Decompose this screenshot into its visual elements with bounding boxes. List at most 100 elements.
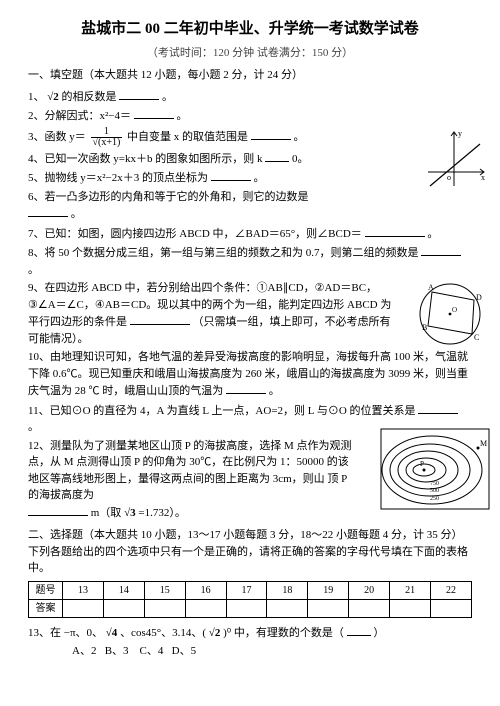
q13-root1: √4 bbox=[106, 627, 118, 639]
q11-end: 。 bbox=[28, 421, 39, 433]
q13-options: A、2 B、3 C、4 D、5 bbox=[28, 643, 472, 660]
q1-text: 的相反数是 bbox=[62, 91, 117, 103]
exam-title: 盐城市二 00 二年初中毕业、升学统一考试数学试卷 bbox=[28, 18, 472, 41]
q11-text: 11、已知⊙O 的直径为 4，A 为直线 L 上一点，AO=2，则 L 与⊙O … bbox=[28, 405, 416, 417]
q1-num: 1、 bbox=[28, 91, 45, 103]
ans-22[interactable] bbox=[431, 599, 472, 617]
q6-blank[interactable] bbox=[28, 205, 68, 217]
q4-blank[interactable] bbox=[265, 150, 289, 162]
q2: 2、分解因式：x²−4＝ 。 bbox=[28, 107, 472, 125]
q9: 9、在四边形 ABCD 中，若分别给出四个条件：①AB∥CD，②AD＝BC，③∠… bbox=[28, 280, 472, 347]
q8: 8、将 50 个数据分成三组，第一组与第三组的频数之和为 0.7，则第二组的频数… bbox=[28, 244, 472, 278]
contour-m: M bbox=[480, 439, 487, 448]
col-22: 22 bbox=[431, 581, 472, 599]
q5: 5、抛物线 y＝x²−2x＋3 的顶点坐标为 。 bbox=[28, 169, 472, 187]
exam-subtitle: （考试时间：120 分钟 试卷满分：150 分） bbox=[28, 45, 472, 62]
q4-text: 4、已知一次函数 y=kx＋b 的图象如图所示，则 k bbox=[28, 153, 262, 165]
q3-num: 1 bbox=[91, 127, 123, 138]
label-d: D bbox=[476, 293, 482, 302]
q12-root: √3 bbox=[124, 507, 136, 519]
q5-blank[interactable] bbox=[211, 169, 251, 181]
q7-end: 。 bbox=[427, 228, 438, 240]
q13-end: ） bbox=[373, 627, 384, 639]
col-19: 19 bbox=[308, 581, 349, 599]
q1-blank[interactable] bbox=[119, 88, 159, 100]
col-18: 18 bbox=[267, 581, 308, 599]
col-13: 13 bbox=[63, 581, 104, 599]
axes-y-label: y bbox=[458, 129, 462, 138]
q13-a: 13、在 −π、0、 bbox=[28, 627, 103, 639]
q10-blank[interactable] bbox=[226, 382, 266, 394]
q13-b: )⁰ 中，有理数的个数是（ bbox=[223, 627, 344, 639]
ans-18[interactable] bbox=[267, 599, 308, 617]
ans-20[interactable] bbox=[349, 599, 390, 617]
col-20: 20 bbox=[349, 581, 390, 599]
axes-x-label: x bbox=[481, 173, 485, 182]
q3-end: 。 bbox=[294, 131, 305, 143]
q7-blank[interactable] bbox=[365, 225, 425, 237]
q2-text: 2、分解因式：x²−4＝ bbox=[28, 110, 131, 122]
opt-c[interactable]: C、4 bbox=[140, 645, 164, 657]
q4-end: 0。 bbox=[292, 153, 309, 165]
q10: 10、由地理知识可知，各地气温的差异受海拔高度的影响明显，海拔每升高 100 米… bbox=[28, 349, 472, 400]
q12-c: =1.732）。 bbox=[138, 507, 185, 519]
q7: 7、已知：如图，圆内接四边形 ABCD 中，∠BAD＝65°，则∠BCD＝ 。 bbox=[28, 225, 472, 243]
ans-16[interactable] bbox=[185, 599, 226, 617]
q3-blank[interactable] bbox=[251, 128, 291, 140]
q2-blank[interactable] bbox=[134, 107, 174, 119]
q8-blank[interactable] bbox=[421, 244, 461, 256]
label-a: A bbox=[428, 283, 434, 292]
q12-text: 12、测量队为了测量某地区山顶 P 的海拔高度，选择 M 点作为观测点，从 M … bbox=[28, 440, 352, 502]
contour-v1: 250 bbox=[430, 496, 439, 502]
q1: 1、 √2 的相反数是 。 bbox=[28, 88, 472, 106]
q5-text: 5、抛物线 y＝x²−2x＋3 的顶点坐标为 bbox=[28, 172, 208, 184]
figure-circle: A D C B O bbox=[414, 278, 486, 350]
q11-blank[interactable] bbox=[418, 402, 458, 414]
opt-b[interactable]: B、3 bbox=[105, 645, 129, 657]
ans-17[interactable] bbox=[226, 599, 267, 617]
q13-m: 、cos45°、3.14、( bbox=[120, 627, 206, 639]
ans-15[interactable] bbox=[144, 599, 185, 617]
contour-v3: 750 bbox=[430, 481, 439, 487]
col-16: 16 bbox=[185, 581, 226, 599]
q13-blank[interactable] bbox=[347, 624, 371, 636]
q13: 13、在 −π、0、 √4 、cos45°、3.14、( √2 )⁰ 中，有理数… bbox=[28, 624, 472, 642]
q12-b: m（取 bbox=[91, 507, 122, 519]
q12-blank[interactable] bbox=[28, 504, 88, 516]
q4: 4、已知一次函数 y=kx＋b 的图象如图所示，则 k 0。 bbox=[28, 150, 472, 168]
q3-frac: 1 √(x+1) bbox=[89, 127, 125, 148]
q7-text: 7、已知：如图，圆内接四边形 ABCD 中，∠BAD＝65°，则∠BCD＝ bbox=[28, 228, 362, 240]
q6-end: 。 bbox=[71, 208, 82, 220]
label-o: O bbox=[452, 306, 457, 314]
col-14: 14 bbox=[103, 581, 144, 599]
q3-a: 3、函数 y＝ bbox=[28, 131, 86, 143]
table-header-row: 题号 13 14 15 16 17 18 19 20 21 22 bbox=[29, 581, 472, 599]
figure-contour: M P 250 500 750 bbox=[380, 428, 490, 510]
q1-root: √2 bbox=[47, 91, 59, 103]
section-2-head: 二、选择题（本大题共 10 小题，13～17 小题每题 3 分，18～22 小题… bbox=[28, 527, 472, 577]
ans-19[interactable] bbox=[308, 599, 349, 617]
ans-21[interactable] bbox=[390, 599, 431, 617]
contour-p: P bbox=[420, 460, 424, 468]
opt-a[interactable]: A、2 bbox=[72, 645, 96, 657]
axes-o-label: o bbox=[447, 173, 451, 182]
q5-end: 。 bbox=[254, 172, 265, 184]
q6-text: 6、若一凸多边形的内角和等于它的外角和，则它的边数是 bbox=[28, 191, 309, 203]
q8-text: 8、将 50 个数据分成三组，第一组与第三组的频数之和为 0.7，则第二组的频数… bbox=[28, 247, 419, 259]
table-head-label: 题号 bbox=[29, 581, 63, 599]
q9-blank[interactable] bbox=[130, 313, 190, 325]
q6: 6、若一凸多边形的内角和等于它的外角和，则它的边数是 。 bbox=[28, 189, 472, 223]
col-15: 15 bbox=[144, 581, 185, 599]
col-17: 17 bbox=[226, 581, 267, 599]
label-b: B bbox=[422, 323, 427, 332]
figure-axes: y x o bbox=[424, 128, 488, 190]
answer-table: 题号 13 14 15 16 17 18 19 20 21 22 答案 bbox=[28, 581, 472, 618]
opt-d[interactable]: D、5 bbox=[172, 645, 196, 657]
ans-13[interactable] bbox=[63, 599, 104, 617]
q8-end: 。 bbox=[28, 264, 39, 276]
ans-14[interactable] bbox=[103, 599, 144, 617]
q3: 3、函数 y＝ 1 √(x+1) 中自变量 x 的取值范围是 。 bbox=[28, 127, 472, 148]
q3-b: 中自变量 x 的取值范围是 bbox=[127, 131, 248, 143]
contour-v2: 500 bbox=[430, 488, 439, 494]
label-c: C bbox=[474, 333, 479, 342]
